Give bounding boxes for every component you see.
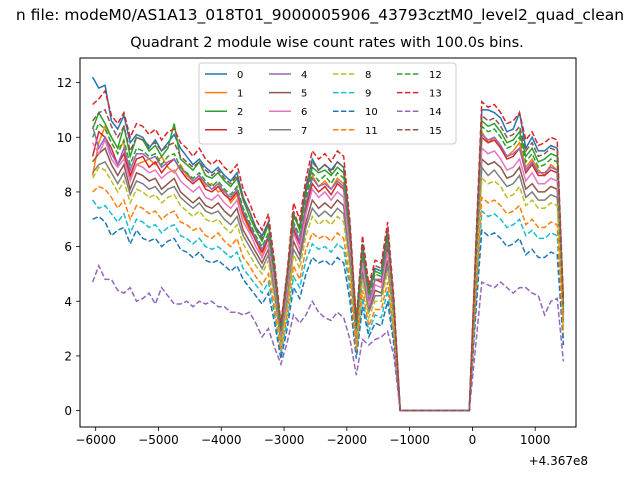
series-line-10	[92, 215, 565, 412]
x-tick-label: −2000	[327, 433, 368, 447]
series-line-12	[91, 122, 565, 412]
legend-label: 10	[365, 107, 378, 118]
legend-box	[198, 62, 457, 145]
series-line-15	[92, 108, 565, 412]
y-tick-label: 8	[64, 185, 72, 199]
y-tick-label: 4	[64, 295, 72, 309]
x-tick-label: 0	[469, 433, 477, 447]
legend-label: 15	[429, 126, 442, 137]
x-tick-label: −5000	[138, 433, 179, 447]
series-line-11	[92, 185, 565, 412]
y-tick-label: 6	[64, 240, 72, 254]
y-tick-label: 0	[64, 404, 72, 418]
legend-label: 2	[237, 107, 243, 118]
axis-ticks: −6000 −5000 −4000 −3000 −2000 −1000 0 1000 0 2 4 6 8…	[57, 76, 551, 447]
legend-label: 8	[365, 70, 371, 81]
series-line-3	[91, 130, 565, 412]
x-tick-label: 1000	[520, 433, 551, 447]
series-line-13	[92, 89, 565, 412]
x-tick-label: −1000	[389, 433, 430, 447]
legend-label: 12	[429, 70, 442, 81]
y-tick-label: 10	[57, 131, 72, 145]
figure-suptitle: n file: modeM0/AS1A13_018T01_9000005906_…	[15, 6, 625, 24]
legend-label: 14	[429, 107, 442, 118]
legend-label: 5	[301, 89, 307, 100]
y-tick-label: 12	[57, 76, 72, 90]
series-line-8	[91, 166, 565, 412]
series-line-14	[91, 263, 565, 412]
legend-label: 9	[365, 89, 371, 100]
legend-label: 6	[301, 107, 307, 118]
legend-label: 13	[429, 89, 442, 100]
legend-label: 1	[237, 89, 243, 100]
legend-label: 11	[365, 126, 378, 137]
legend-label: 3	[237, 126, 243, 137]
legend-label: 4	[301, 70, 307, 81]
series-line-7	[92, 160, 565, 412]
x-tick-label: −4000	[201, 433, 242, 447]
series-layer	[91, 76, 565, 412]
series-line-2	[91, 110, 565, 412]
x-axis-offset-label: +4.367e8	[529, 454, 588, 468]
series-line-6	[91, 137, 565, 412]
y-tick-label: 2	[64, 349, 72, 363]
series-line-5	[92, 146, 565, 412]
series-line-1	[91, 124, 565, 412]
legend-label: 7	[301, 126, 307, 137]
legend-label: 0	[237, 70, 243, 81]
series-line-9	[92, 199, 565, 412]
x-tick-label: −3000	[264, 433, 305, 447]
series-line-4	[91, 126, 565, 412]
x-tick-label: −6000	[75, 433, 116, 447]
chart-title: Quadrant 2 module wise count rates with …	[130, 35, 524, 51]
plot-frame	[79, 57, 577, 428]
